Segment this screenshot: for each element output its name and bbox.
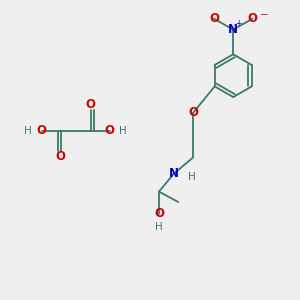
Text: O: O [56,150,66,163]
Text: N: N [169,167,179,180]
Text: O: O [188,106,198,119]
Text: +: + [236,19,242,28]
Text: N: N [228,23,238,36]
Text: O: O [209,12,219,25]
Text: −: − [260,10,268,20]
Text: O: O [105,124,115,137]
Text: H: H [24,126,32,136]
Text: H: H [155,222,163,232]
Text: O: O [248,12,257,25]
Text: O: O [37,124,46,137]
Text: H: H [188,172,196,182]
Text: H: H [119,126,127,136]
Text: O: O [154,207,164,220]
Text: O: O [85,98,96,111]
